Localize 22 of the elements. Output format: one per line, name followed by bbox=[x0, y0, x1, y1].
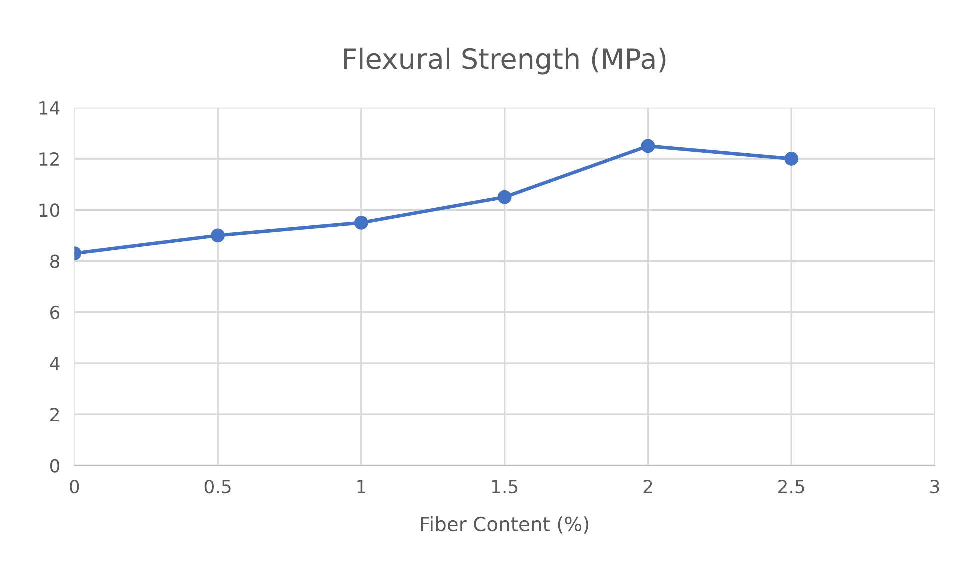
point bbox=[498, 190, 512, 204]
point bbox=[641, 139, 656, 154]
y-tick-label: 0 bbox=[50, 459, 60, 473]
y-tick-label: 10 bbox=[40, 204, 60, 218]
point bbox=[784, 152, 799, 166]
x-tick-label: 3 bbox=[930, 480, 940, 494]
y-tick-label: 4 bbox=[50, 357, 60, 370]
x-axis-title: Fiber Content (%) bbox=[421, 516, 589, 534]
point bbox=[211, 228, 225, 243]
y-tick-label: 12 bbox=[40, 152, 59, 166]
y-tick-label: 6 bbox=[50, 306, 60, 320]
y-tick-label: 14 bbox=[40, 102, 60, 115]
x-tick-label: 1 bbox=[358, 480, 366, 494]
x-tick-label: 0.5 bbox=[204, 480, 231, 494]
point bbox=[354, 216, 368, 230]
y-tick-label: 8 bbox=[50, 254, 60, 268]
x-tick-label: 1.5 bbox=[492, 480, 518, 494]
chart-title: Flexural Strength (MPa) bbox=[344, 48, 666, 75]
x-tick-label: 0 bbox=[70, 480, 80, 494]
y-tick-label: 2 bbox=[50, 408, 59, 422]
x-tick-label: 2.5 bbox=[778, 480, 804, 494]
x-tick-label: 2 bbox=[644, 480, 652, 494]
